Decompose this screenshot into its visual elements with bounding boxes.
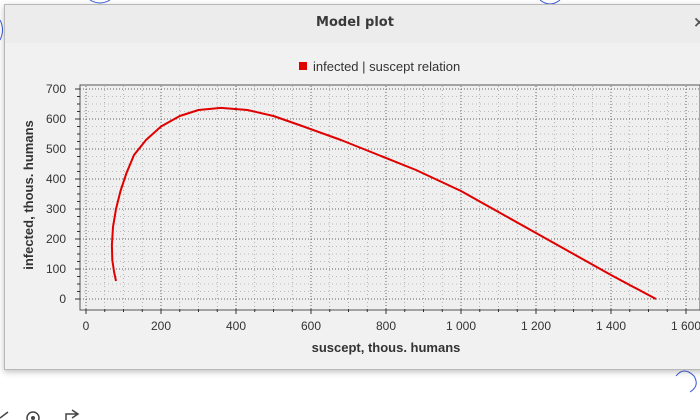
window-title: Model plot bbox=[316, 15, 394, 30]
y-tick-label: 100 bbox=[46, 262, 66, 276]
y-tick-label: 200 bbox=[46, 232, 66, 246]
y-tick-label: 700 bbox=[46, 82, 66, 96]
target-icon[interactable] bbox=[26, 411, 40, 420]
x-tick-label: 200 bbox=[151, 319, 171, 333]
plot-frame bbox=[79, 84, 700, 311]
x-tick-label: 0 bbox=[83, 319, 90, 333]
x-tick-label: 1 600 bbox=[671, 319, 700, 333]
grid-lines bbox=[80, 86, 700, 309]
tick-labels: 0 200 400 600 800 1 000 1 200 1 400 1 600 0 100 200… bbox=[46, 82, 700, 333]
x-tick-label: 1 000 bbox=[446, 319, 476, 333]
x-tick-label: 1 400 bbox=[596, 319, 626, 333]
window-titlebar[interactable]: Model plot × bbox=[5, 5, 700, 43]
y-tick-label: 300 bbox=[46, 202, 66, 216]
y-axis-label: infected, thous. humans bbox=[21, 120, 36, 270]
y-tick-label: 400 bbox=[46, 172, 66, 186]
export-icon[interactable] bbox=[65, 409, 80, 420]
desktop-icons bbox=[0, 409, 80, 420]
x-tick-label: 800 bbox=[376, 319, 396, 333]
y-tick-label: 500 bbox=[46, 142, 66, 156]
series-line-infected-suscept bbox=[110, 106, 657, 300]
legend-label: infected | suscept relation bbox=[313, 59, 460, 74]
x-tick-label: 600 bbox=[301, 319, 321, 333]
axis-ticks bbox=[75, 88, 687, 314]
x-tick-label: 400 bbox=[226, 319, 246, 333]
feather-icon[interactable] bbox=[0, 411, 9, 419]
y-tick-label: 0 bbox=[59, 292, 66, 306]
close-icon[interactable]: × bbox=[693, 13, 700, 31]
y-tick-label: 600 bbox=[46, 112, 66, 126]
x-axis-label: suscept, thous. humans bbox=[312, 340, 461, 355]
x-tick-label: 1 200 bbox=[521, 319, 551, 333]
legend-swatch bbox=[299, 62, 307, 70]
